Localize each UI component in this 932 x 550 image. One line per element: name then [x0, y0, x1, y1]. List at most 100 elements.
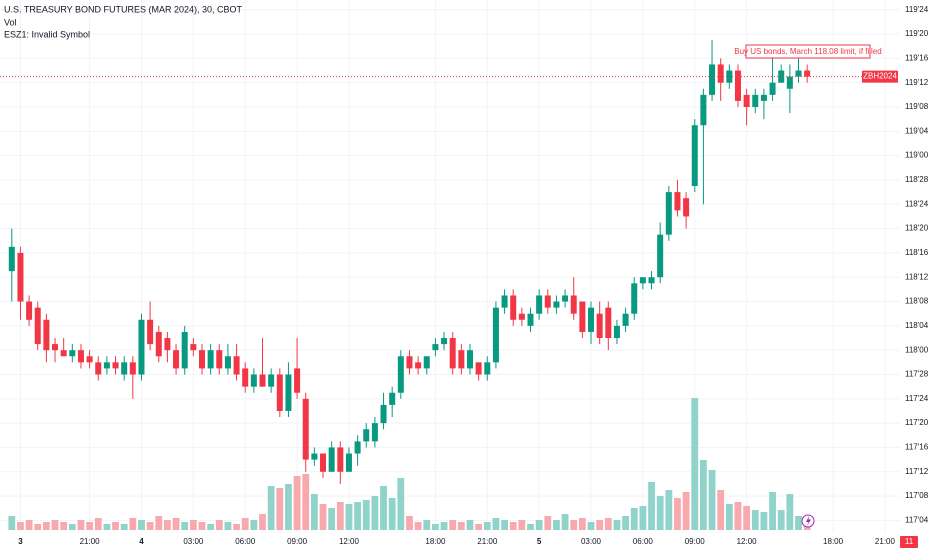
- x-tick-label: 03:00: [183, 537, 204, 546]
- candle-body: [553, 301, 560, 308]
- candle-body: [605, 307, 612, 339]
- volume-bar: [207, 524, 215, 530]
- candle-body: [198, 350, 205, 369]
- candle-body: [613, 325, 620, 339]
- volume-bar: [51, 520, 59, 530]
- volume-bar: [483, 522, 491, 530]
- volume-bar: [648, 482, 655, 530]
- volume-bar: [198, 522, 206, 530]
- volume-pane: [8, 398, 811, 530]
- y-tick-label: 117'16: [905, 443, 929, 452]
- candle-body: [268, 374, 275, 387]
- volume-bar: [743, 506, 751, 530]
- y-tick-label: 117'20: [905, 418, 929, 427]
- volume-bar: [276, 488, 284, 530]
- volume-bar: [189, 520, 197, 530]
- candle-body: [674, 192, 681, 211]
- candle-body: [397, 356, 404, 393]
- overlay: ZBH2024 Buy US bonds, March 118.08 limit,…: [0, 44, 918, 548]
- volume-bar: [604, 518, 612, 530]
- symbol-label: ZBH2024: [863, 72, 897, 81]
- candle-body: [752, 94, 759, 107]
- candle-body: [242, 368, 249, 387]
- x-tick-label: 18:00: [425, 537, 446, 546]
- candle-body: [691, 125, 698, 187]
- y-tick-label: 119'20: [905, 29, 929, 38]
- candles: [8, 40, 811, 484]
- volume-bar: [795, 516, 802, 530]
- candle-body: [147, 319, 154, 345]
- candle-body: [17, 252, 24, 302]
- candle-body: [579, 301, 586, 332]
- candle-body: [112, 362, 119, 369]
- volume-bar: [570, 520, 578, 530]
- candle-body: [337, 447, 344, 472]
- candle-body: [285, 374, 292, 411]
- error-message: ESZ1: Invalid Symbol: [4, 29, 90, 39]
- candle-body: [778, 70, 785, 83]
- volume-bar: [25, 520, 33, 530]
- volume-bar: [423, 520, 431, 530]
- candle-body: [683, 198, 690, 217]
- candle-body: [527, 313, 534, 326]
- chart-title: U.S. TREASURY BOND FUTURES (MAR 2024), 3…: [4, 4, 243, 14]
- volume-bar: [527, 524, 534, 530]
- volume-bar: [233, 524, 240, 530]
- volume-bar: [310, 494, 318, 530]
- candle-body: [492, 307, 499, 363]
- y-tick-label: 118'28: [905, 175, 929, 184]
- y-tick-label: 119'16: [905, 53, 929, 62]
- order-box: [745, 44, 871, 59]
- candle-body: [190, 344, 197, 351]
- volume-bar: [94, 518, 102, 530]
- volume-bar: [492, 518, 500, 530]
- volume-bar: [717, 490, 725, 530]
- candle-body: [717, 64, 724, 83]
- candle-body: [665, 192, 672, 235]
- volume-bar: [449, 520, 457, 530]
- volume-bar: [700, 460, 707, 530]
- volume-bar: [362, 500, 370, 530]
- volume-bar: [509, 522, 517, 530]
- icon-bolt: [806, 516, 811, 526]
- candle-body: [475, 362, 482, 375]
- candle-body: [596, 313, 603, 339]
- candle-body: [250, 374, 257, 387]
- x-tick-label: 21:00: [80, 537, 101, 546]
- replay-icon[interactable]: [801, 514, 815, 528]
- volume-bar: [77, 520, 85, 530]
- volume-bar: [665, 490, 673, 530]
- volume-bar: [656, 496, 664, 530]
- x-tick-label: 18:00: [823, 537, 844, 546]
- volume-bar: [86, 522, 94, 530]
- candle-body: [164, 338, 171, 351]
- volume-bar: [129, 518, 137, 530]
- candle-body: [26, 301, 33, 320]
- volume-bar: [215, 520, 223, 530]
- volume-bar: [267, 486, 275, 530]
- volume-bar: [397, 478, 405, 530]
- volume-bar: [587, 522, 595, 530]
- order-annotation: Buy US bonds, March 118.08 limit, if fil…: [734, 47, 881, 56]
- x-tick-label: 06:00: [235, 537, 256, 546]
- candle-body: [501, 295, 508, 308]
- candle-body: [224, 356, 231, 369]
- candle-body: [103, 362, 110, 369]
- volume-bar: [406, 516, 413, 530]
- volume-bar: [440, 522, 448, 530]
- candle-body: [345, 453, 352, 472]
- candle-body: [484, 362, 491, 375]
- x-tick-label: 09:00: [685, 537, 706, 546]
- volume-bar: [250, 520, 258, 530]
- volume-bar: [596, 520, 604, 530]
- volume-bar: [734, 502, 742, 530]
- volume-bar: [414, 522, 422, 530]
- x-tick-label: 21:00: [875, 537, 896, 546]
- volume-bar: [164, 520, 171, 530]
- volume-bar: [103, 524, 111, 530]
- candle-body: [60, 350, 67, 357]
- x-tick-label: 12:00: [339, 537, 360, 546]
- volume-bar: [751, 510, 759, 530]
